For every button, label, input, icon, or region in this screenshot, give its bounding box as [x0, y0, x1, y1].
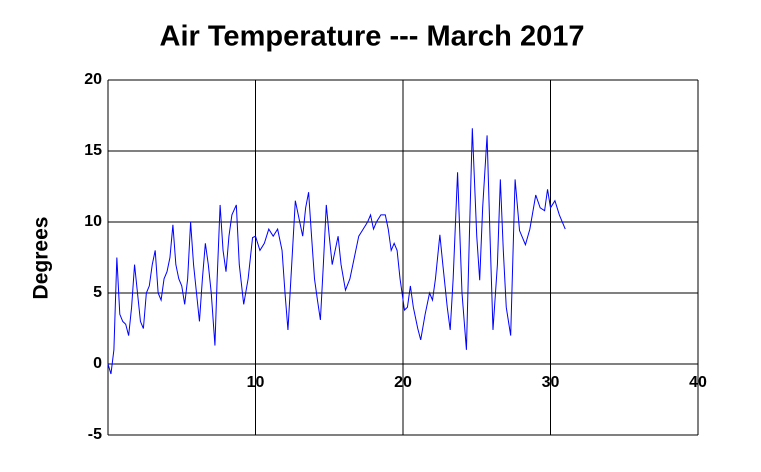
- data-line: [107, 128, 566, 375]
- y-tick-label: -5: [88, 426, 102, 443]
- y-tick-label: 15: [84, 142, 102, 159]
- y-tick-label: 5: [93, 284, 102, 301]
- y-axis-label: Degrees: [30, 217, 53, 300]
- chart-title: Air Temperature --- March 2017: [160, 21, 585, 53]
- y-tick-label: 20: [84, 71, 102, 88]
- y-tick-label: 10: [84, 213, 102, 230]
- y-tick-label: 0: [93, 355, 102, 372]
